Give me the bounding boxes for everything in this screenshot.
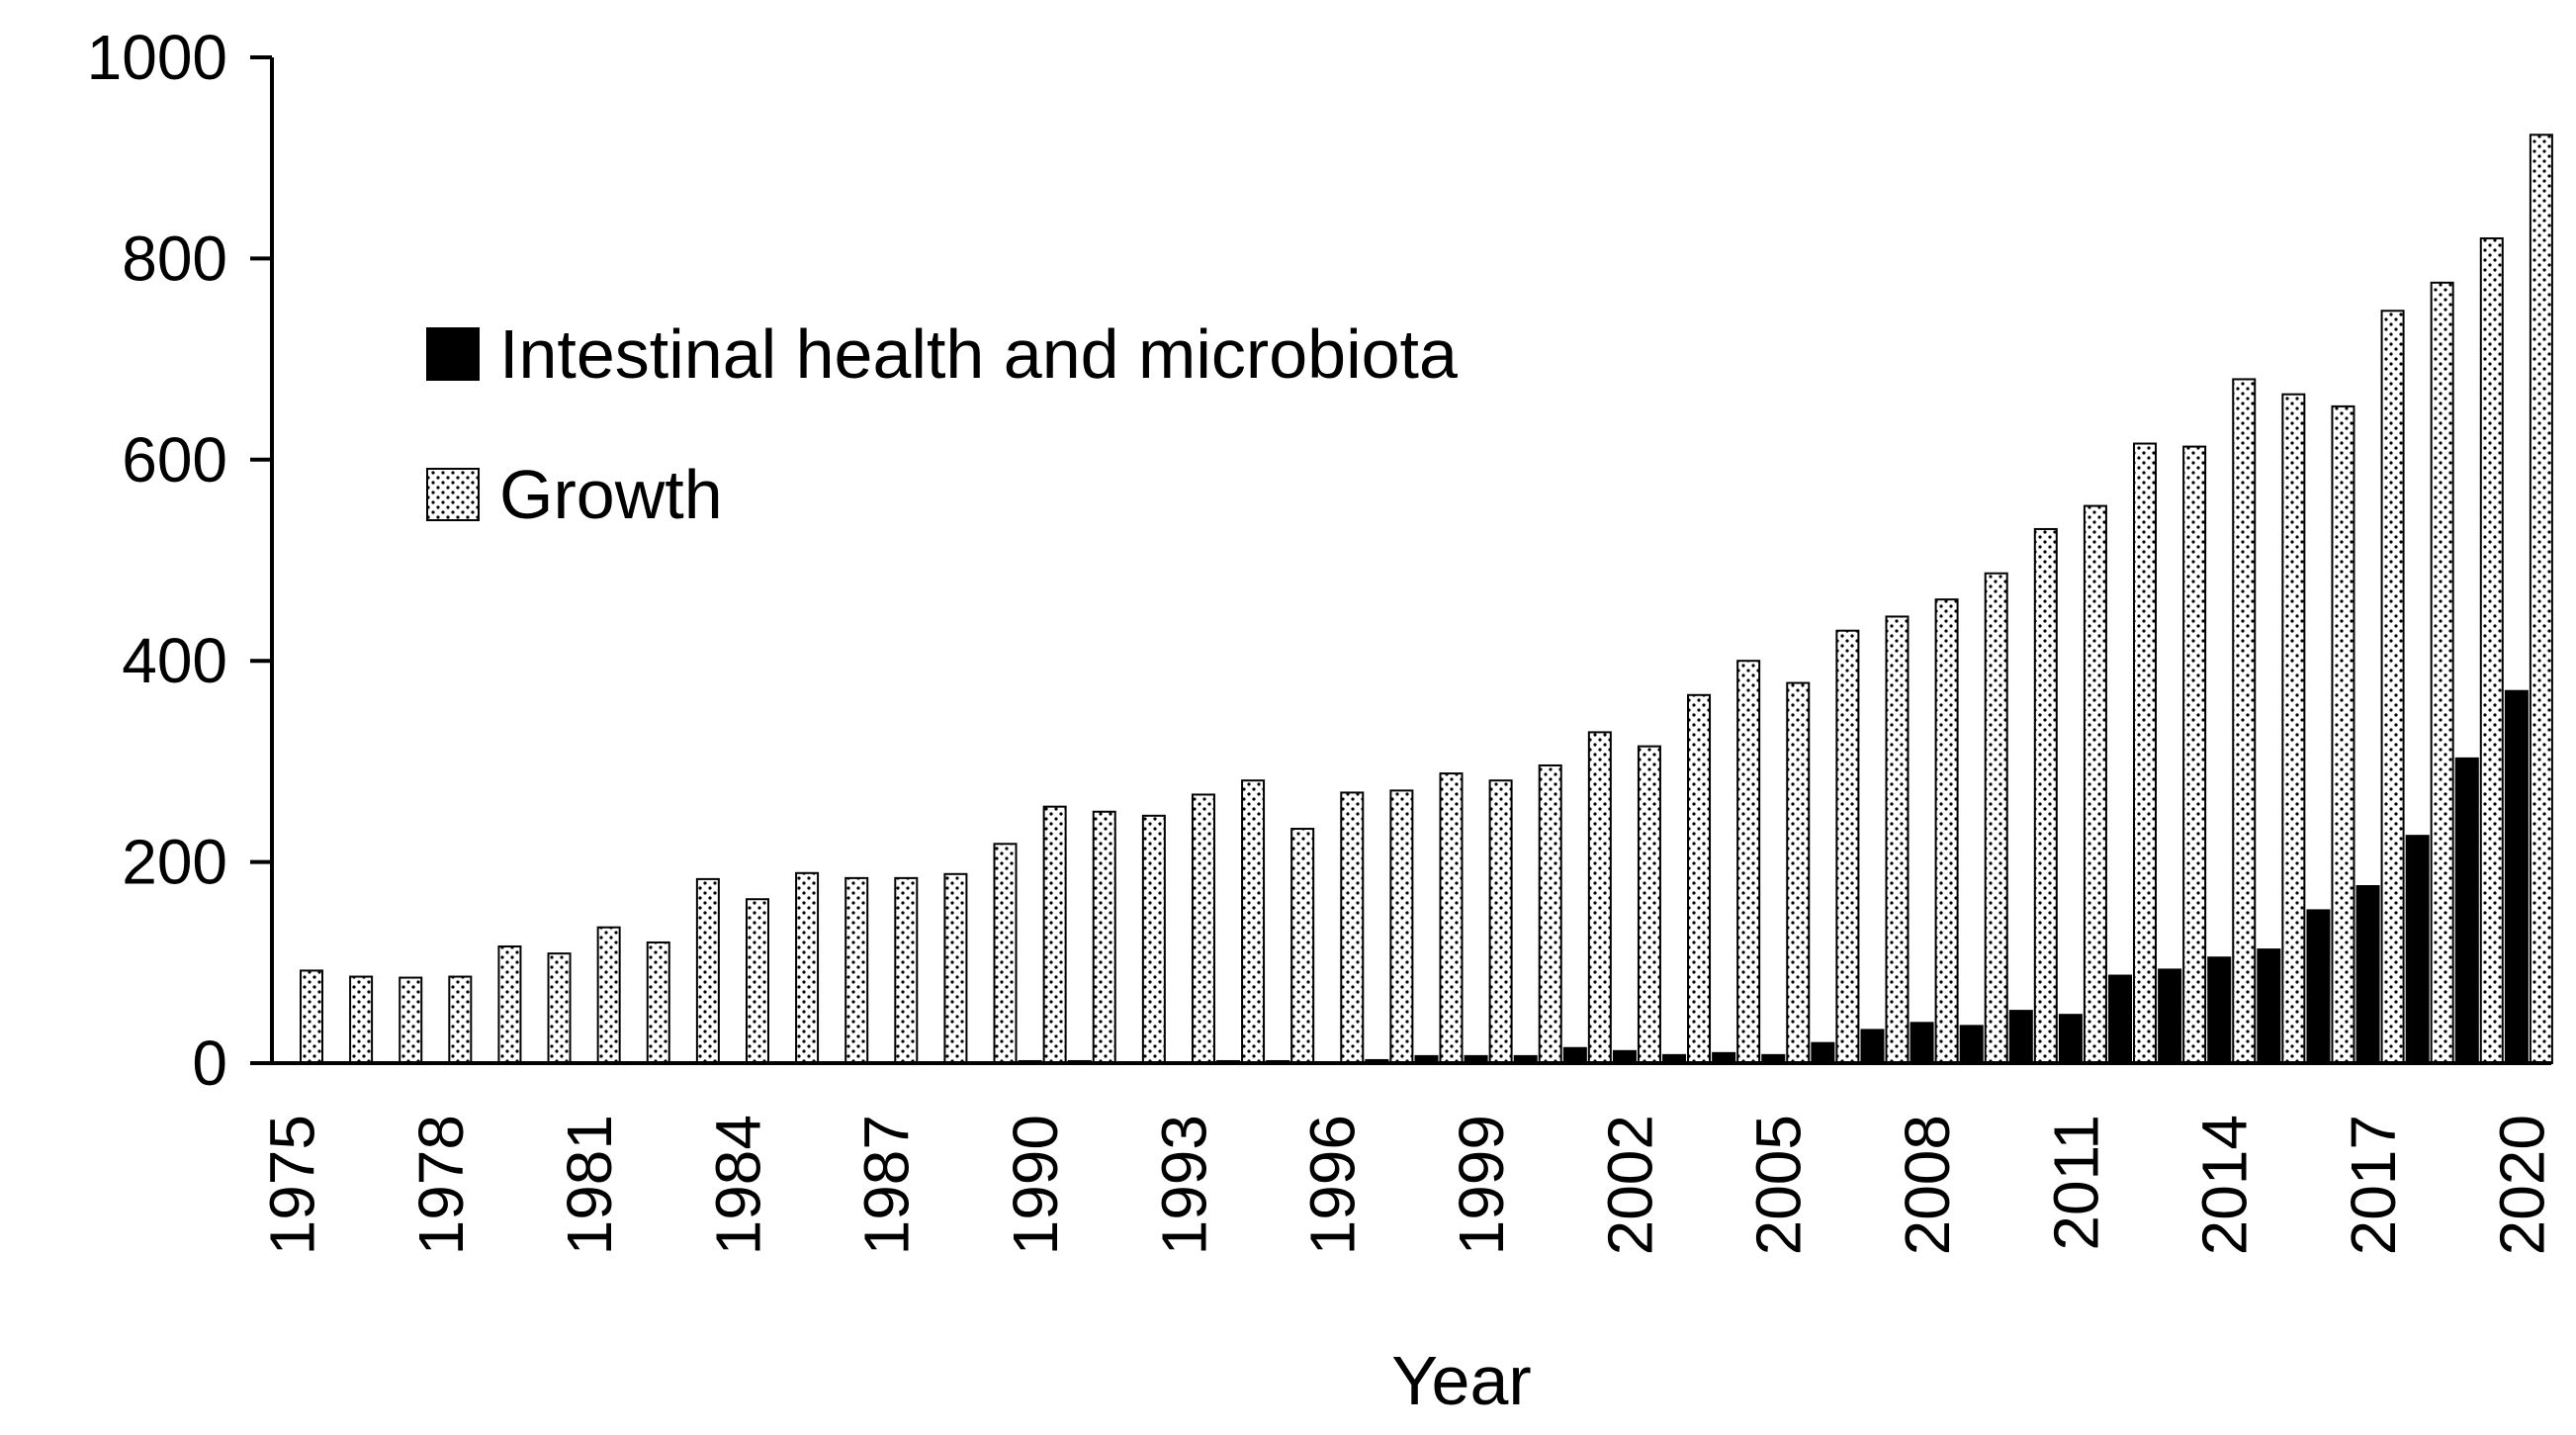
y-tick-label: 800 [122, 223, 227, 294]
bar-growth-2004 [1736, 660, 1761, 1064]
bar-growth-2019 [2479, 237, 2504, 1064]
y-tick-label: 400 [122, 625, 227, 696]
x-axis-title: Year [1391, 1342, 1531, 1419]
bar-growth-1998 [1439, 772, 1464, 1064]
axes: 0 200 400 600 800 1000 1975 1978 1981 1984 1987 199… [87, 22, 2558, 1255]
x-tick-label: 1993 [1148, 1115, 1219, 1255]
bar-growth-2018 [2430, 281, 2454, 1064]
bar-growth-1985 [795, 871, 820, 1064]
bar-growth-2000 [1538, 763, 1562, 1064]
bar-growth-2005 [1786, 681, 1811, 1064]
bar-growth-2015 [2281, 393, 2306, 1064]
bar-growth-2007 [1885, 615, 1910, 1064]
bar-growth-2012 [2133, 442, 2158, 1064]
x-tick-label: 1987 [851, 1115, 923, 1255]
bar-growth-1984 [745, 898, 769, 1064]
x-tick-label: 2017 [2338, 1115, 2409, 1255]
bar-growth-1989 [993, 843, 1018, 1064]
bar-growth-2003 [1687, 693, 1712, 1065]
x-tick-label: 2002 [1594, 1115, 1665, 1255]
y-tick-label: 600 [122, 424, 227, 495]
plot-area [300, 134, 2553, 1065]
x-tick-label: 1996 [1297, 1115, 1369, 1255]
x-tick-label: 2020 [2486, 1115, 2557, 1255]
bar-intestinal-2020 [2504, 689, 2529, 1065]
bar-intestinal-2019 [2454, 757, 2479, 1064]
legend-swatch-intestinal [426, 327, 480, 381]
bar-intestinal-2011 [2058, 1014, 2083, 1065]
bar-intestinal-2007 [1860, 1029, 1885, 1064]
bar-growth-1999 [1488, 779, 1513, 1064]
x-tick-label: 1999 [1446, 1115, 1517, 1255]
bar-intestinal-2018 [2405, 835, 2430, 1064]
bar-growth-1990 [1042, 805, 1067, 1064]
bar-growth-1987 [894, 876, 919, 1064]
x-tick-label: 1978 [405, 1115, 477, 1255]
bar-intestinal-2016 [2306, 909, 2331, 1064]
bar-growth-1995 [1290, 828, 1315, 1064]
bar-growth-2008 [1934, 598, 1959, 1064]
bar-growth-1979 [497, 945, 522, 1065]
bar-growth-1980 [547, 952, 572, 1065]
bar-growth-1975 [300, 969, 323, 1064]
x-tick-label: 2014 [2189, 1115, 2261, 1255]
bar-growth-2016 [2331, 404, 2355, 1064]
bar-intestinal-2017 [2355, 885, 2380, 1065]
bar-growth-2020 [2529, 134, 2553, 1064]
bar-growth-1986 [844, 876, 869, 1064]
bar-growth-1978 [448, 975, 473, 1064]
legend-label-growth: Growth [499, 456, 723, 533]
x-tick-label: 1984 [702, 1115, 773, 1255]
bar-intestinal-2010 [2008, 1010, 2033, 1064]
x-tick-label: 1981 [554, 1115, 625, 1255]
bar-growth-1988 [943, 872, 968, 1064]
legend: Intestinal health and microbiota Growth [426, 315, 1458, 533]
bar-growth-1983 [695, 877, 720, 1065]
bar-growth-1992 [1141, 814, 1166, 1064]
bar-growth-1994 [1241, 779, 1266, 1064]
bar-intestinal-2012 [2108, 974, 2133, 1065]
legend-swatch-growth [426, 468, 480, 521]
bar-intestinal-2013 [2158, 968, 2182, 1064]
bar-growth-2001 [1587, 731, 1612, 1064]
bar-growth-1997 [1389, 789, 1414, 1064]
bar-growth-1977 [399, 976, 423, 1064]
bar-growth-1993 [1191, 793, 1215, 1065]
x-tick-label: 1990 [1000, 1115, 1071, 1255]
bar-intestinal-2015 [2257, 948, 2281, 1065]
legend-label-intestinal: Intestinal health and microbiota [499, 315, 1458, 393]
bar-growth-1981 [596, 926, 621, 1065]
bar-growth-1996 [1340, 791, 1365, 1064]
x-tick-label: 1975 [256, 1115, 327, 1255]
bar-intestinal-2009 [1959, 1025, 1984, 1064]
y-tick-label: 1000 [87, 22, 227, 93]
bar-intestinal-2008 [1910, 1022, 1934, 1064]
bar-growth-2017 [2380, 310, 2405, 1064]
x-tick-label: 2008 [1892, 1115, 1963, 1255]
bar-growth-1982 [646, 941, 670, 1065]
y-tick-label: 0 [192, 1028, 227, 1099]
bar-growth-2010 [2033, 527, 2058, 1064]
bar-intestinal-2006 [1811, 1041, 1835, 1065]
bar-growth-2002 [1637, 745, 1661, 1064]
bar-growth-1991 [1092, 810, 1116, 1064]
y-tick-label: 200 [122, 827, 227, 898]
bar-intestinal-2014 [2207, 956, 2232, 1064]
bar-growth-2013 [2182, 445, 2207, 1064]
x-tick-label: 2011 [2040, 1115, 2111, 1251]
x-tick-label: 2005 [1743, 1115, 1815, 1255]
bar-growth-2014 [2232, 378, 2257, 1064]
bar-growth-1976 [349, 975, 374, 1064]
bar-growth-2009 [1984, 572, 2008, 1064]
bar-growth-2006 [1835, 629, 1860, 1064]
bar-growth-2011 [2083, 504, 2107, 1064]
bar-intestinal-2001 [1562, 1046, 1587, 1064]
